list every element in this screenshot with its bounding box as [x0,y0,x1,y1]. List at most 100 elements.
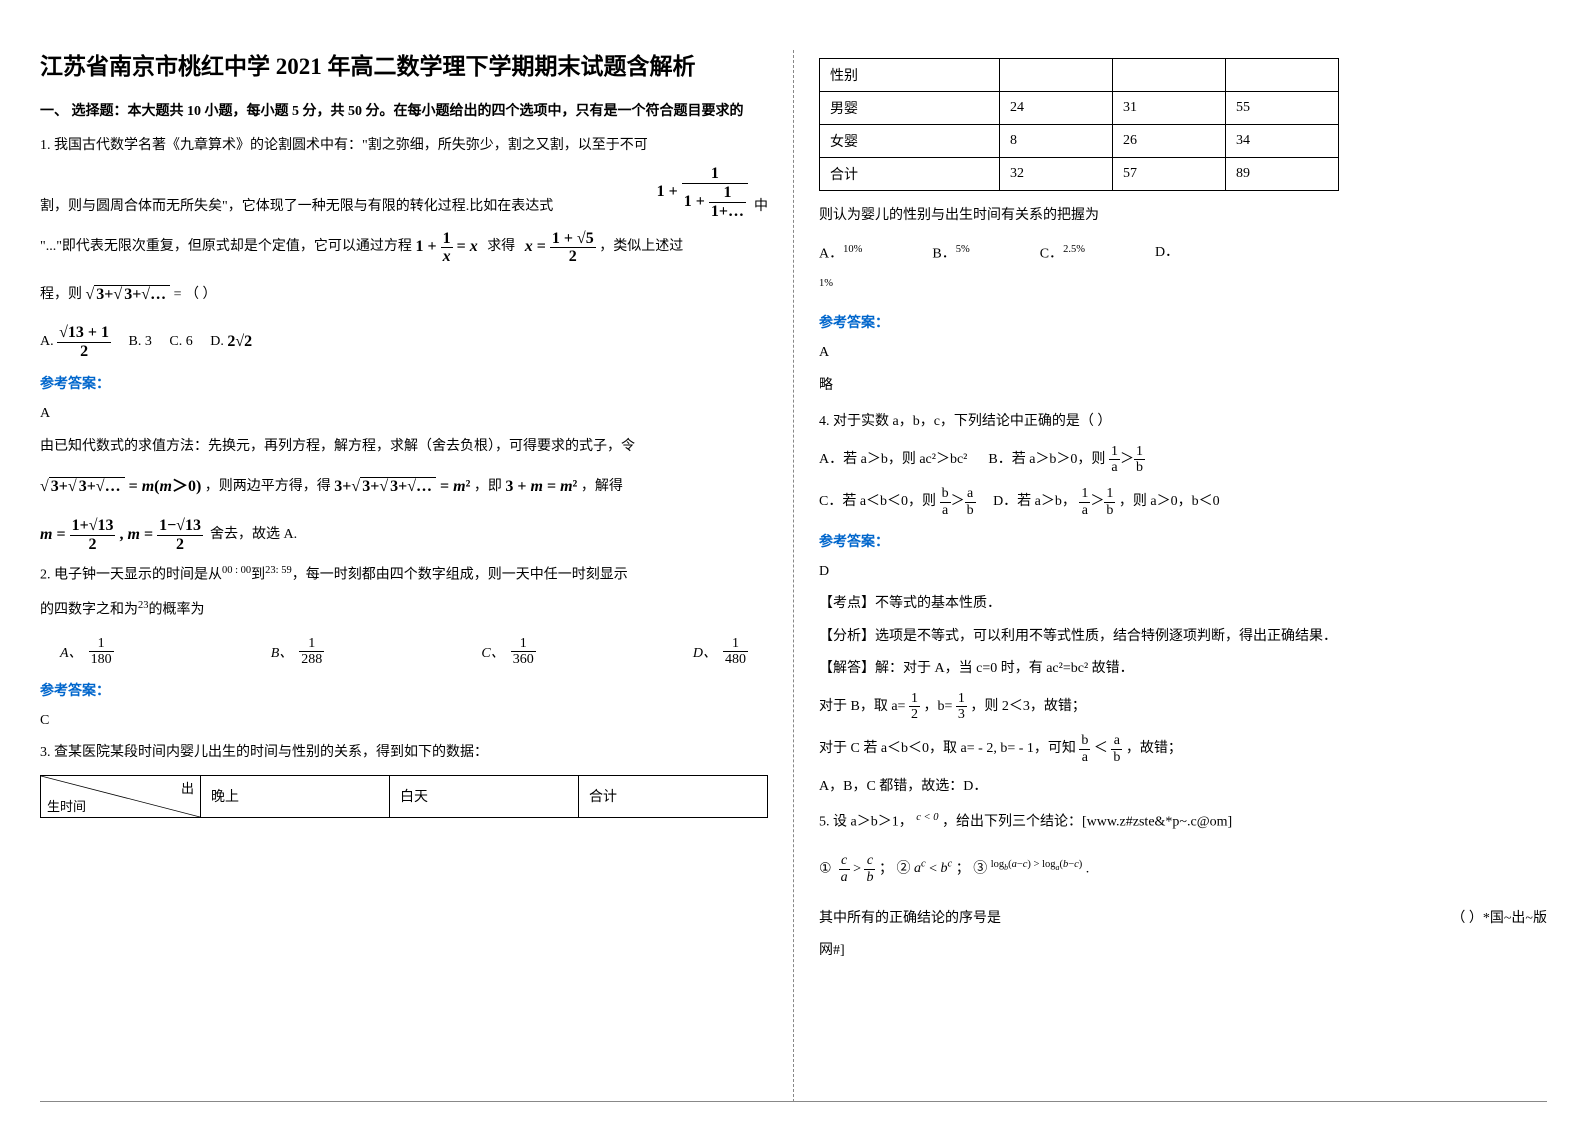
q1-line2: 割，则与圆周合体而无所失矣"，它体现了一种无限与有限的转化过程.比如在表达式 [40,194,553,221]
q3-table-bottom: 性别 男婴 24 31 55 女婴 8 26 34 合计 32 57 89 [819,58,1339,191]
q2-options: A、 1180 B、 1288 C、 1360 D、 1480 [40,636,768,668]
q1-optD-val: 2√2 [227,321,252,363]
diag-bottom: 生时间 [47,796,86,815]
cell [1226,59,1339,92]
q2-text: 2. 电子钟一天显示的时间是从 [40,568,222,583]
q5-net: 网#] [819,938,1547,965]
q3-optA-label: A． [819,246,843,261]
right-column: 性别 男婴 24 31 55 女婴 8 26 34 合计 32 57 89 则认… [794,50,1547,1102]
q1-line3a: "..."即代表无限次重复，但原式却是个定值，它可以通过方程 [40,239,412,254]
q4-D-frac2: 1b [1104,486,1115,518]
section-1-header: 一、 选择题：本大题共 10 小题，每小题 5 分，共 50 分。在每小题给出的… [40,101,768,123]
q4-kaod-label: 【考点】 [819,596,875,611]
q1-m1: m = 1+√132 , m = 1−√132 [40,514,203,556]
q1-eq: = （ ） [174,287,217,302]
q2-text3: 的四数字之和为 [40,602,138,617]
q3-answer-label: 参考答案： [819,312,1547,332]
diag-cell: 出 生时间 [41,775,201,817]
q2-optC-num: 1 [511,636,536,652]
diag-top: 出 [181,778,194,797]
q1-optA-val: √13 + 12 [57,324,111,360]
q3-optB: B．5% [932,240,969,268]
q2-optB-den: 288 [299,652,324,667]
frac-ab: ab [1111,733,1122,765]
q2-optD-den: 480 [723,652,748,667]
q3-optD: D． [1155,240,1179,268]
q1-expl-eq3: 3 + m = m² [505,466,577,508]
q4-D-pre: D．若 a＞b， [993,494,1076,509]
q4-jieda-B-post: ，则 2＜3，故错； [970,699,1086,714]
q3-answer: A [819,340,1547,367]
q1-expl2: √3+√3+√… = m(m＞0) ，则两边平方得，得 3+√3+√3+√… =… [40,466,768,508]
q1-expl2c: ，解得 [581,479,623,494]
table-row: 男婴 24 31 55 [820,92,1339,125]
q4-text: 4. 对于实数 a，b，c，下列结论中正确的是（ ） [819,409,1547,436]
q4-row-CD: C．若 a＜b＜0，则 ba＞ab D．若 a＞b， 1a＞1b ，则 a＞0，… [819,484,1547,520]
q1-expl3-row: m = 1+√132 , m = 1−√132 舍去，故选 A. [40,514,768,556]
q5-item2-pre: ； ② [879,861,911,876]
q5-text-b: ，给出下列三个结论：[www.z#zste&*p~.c@om] [942,815,1232,830]
th-day: 白天 [390,775,579,817]
q1-eqn1: 1 + 1x = x [415,226,477,268]
table-row: 合计 32 57 89 [820,158,1339,191]
q1-optD-label: D. [210,334,224,349]
q4-D-post: ，则 a＞0，b＜0 [1119,494,1220,509]
q2-optC-label: C、 [481,642,504,662]
row-female-label: 女婴 [820,125,1000,158]
row-gender-label: 性别 [820,59,1000,92]
q2-optA-den: 180 [89,652,114,667]
q1-line4: 程，则 √3+√3+√… = （ ） [40,274,768,316]
q2-text2: ，每一时刻都由四个数字组成，则一天中任一时刻显示 [292,568,628,583]
q1-optC: C. 6 [169,334,192,349]
cell: 57 [1113,158,1226,191]
q4-C-frac: ba [940,486,951,518]
q1-line3c: ，类似上述过 [599,239,683,254]
q5-items: ① ca > cb ； ② ac < bc ； ③ logb(a−c) > lo… [819,851,1547,888]
q3-options-row1: A．10% B．5% C．2.5% D． [819,240,1547,268]
q4-jieda-A-text: 解：对于 A，当 c=0 时，有 ac²=bc² 故错． [875,661,1134,676]
q4-answer-label: 参考答案： [819,531,1547,551]
q5-last: 其中所有的正确结论的序号是 （ ）*国~出~版 [819,906,1547,933]
q3-optD-val: 1% [819,278,833,289]
q3-options-row2: 1% [819,274,1547,302]
q2-optC: C、 1360 [481,636,535,668]
cell: 8 [1000,125,1113,158]
frac-ba: ba [1079,733,1090,765]
q3-expl: 略 [819,373,1547,400]
q4-jieda-B-pre: 对于 B，取 a= [819,699,905,714]
q4-kaod-text: 不等式的基本性质． [875,596,1001,611]
left-column: 江苏省南京市桃红中学 2021 年高二数学理下学期期末试题含解析 一、 选择题：… [40,50,794,1102]
page-title: 江苏省南京市桃红中学 2021 年高二数学理下学期期末试题含解析 [40,50,768,85]
q1-line1: 1. 我国古代数学名著《九章算术》的论割圆术中有："割之弥细，所失弥少，割之又割… [40,133,768,160]
q3-optA: A．10% [819,240,862,268]
cell: 55 [1226,92,1339,125]
cell [1113,59,1226,92]
table-row: 性别 [820,59,1339,92]
q4-jieda-B-mid: ，b= [923,699,952,714]
q4-jieda-C: 对于 C 若 a＜b＜0，取 a= - 2, b= - 1，可知 ba ＜ ab… [819,731,1547,767]
q5-frac-cb: cb [864,853,875,885]
q4-row-AB: A．若 a＞b，则 ac²＞bc² B．若 a＞b＞0，则 1a＞1b [819,442,1547,478]
q4-fenxi: 【分析】选项是不等式，可以利用不等式性质，结合特例逐项判断，得出正确结果． [819,624,1547,651]
q1-expl-eq1: √3+√3+√… = m(m＞0) [40,466,201,508]
q1-line3: "..."即代表无限次重复，但原式却是个定值，它可以通过方程 1 + 1x = … [40,226,768,268]
q3-optB-label: B． [932,246,955,261]
q3-ask: 则认为婴儿的性别与出生时间有关系的把握为 [819,203,1547,230]
q2-num23: 23 [138,600,149,611]
q3-text: 3. 查某医院某段时间内婴儿出生的时间与性别的关系，得到如下的数据： [40,740,768,767]
q4-jieda-A: 【解答】解：对于 A，当 c=0 时，有 ac²=bc² 故错． [819,656,1547,683]
q3-optB-val: 5% [956,244,970,255]
q2-optA-label: A、 [60,642,83,662]
q1-continued-fraction: 1 + 11 + 11+… [657,165,748,220]
q4-jieda-C-post: ，故错； [1126,741,1182,756]
q1-answer: A [40,401,768,428]
cell: 89 [1226,158,1339,191]
q2-optB-num: 1 [299,636,324,652]
q5-text: 5. 设 a＞b＞1， c < 0 ，给出下列三个结论：[www.z#zste&… [819,808,1547,836]
q2-text3-row: 的四数字之和为23的概率为 [40,596,768,624]
q5-text-a: 5. 设 a＞b＞1， [819,815,913,830]
q4-answer: D [819,559,1547,586]
q1-expl2a: ，则两边平方得，得 [205,479,331,494]
q5-frac-ca: ca [839,853,850,885]
q1-frac-after: 中 [754,194,768,221]
